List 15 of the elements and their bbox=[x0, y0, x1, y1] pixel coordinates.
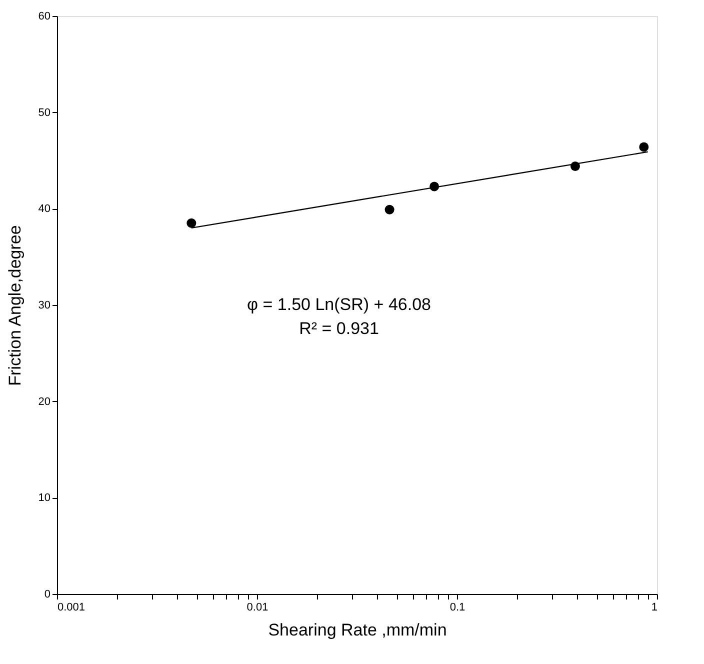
y-tick-label: 20 bbox=[38, 396, 50, 408]
x-tick-label: 0.1 bbox=[450, 602, 466, 614]
y-tick-label: 60 bbox=[38, 10, 50, 22]
y-tick-label: 10 bbox=[38, 492, 50, 504]
y-axis-title: Friction Angle,degree bbox=[5, 225, 24, 386]
y-tick-label: 30 bbox=[38, 300, 50, 312]
y-tick-label: 0 bbox=[44, 588, 50, 600]
x-tick-label: 1 bbox=[651, 602, 658, 614]
annotation: R² = 0.931 bbox=[299, 319, 379, 338]
y-tick-label: 50 bbox=[38, 106, 50, 119]
x-axis-title: Shearing Rate ,mm/min bbox=[268, 620, 447, 640]
annotation: φ = 1.50 Ln(SR) + 46.08 bbox=[247, 295, 431, 314]
y-tick-label: 40 bbox=[38, 203, 50, 216]
x-tick-label: 0.001 bbox=[58, 602, 86, 614]
x-tick-label: 0.01 bbox=[246, 602, 268, 614]
